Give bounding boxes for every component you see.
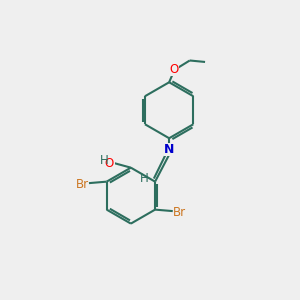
Text: H: H bbox=[100, 154, 109, 167]
Text: N: N bbox=[164, 143, 174, 156]
Text: O: O bbox=[105, 157, 114, 170]
Text: H: H bbox=[140, 172, 148, 185]
Text: Br: Br bbox=[76, 178, 89, 191]
Text: Br: Br bbox=[173, 206, 186, 219]
Text: O: O bbox=[170, 63, 179, 76]
